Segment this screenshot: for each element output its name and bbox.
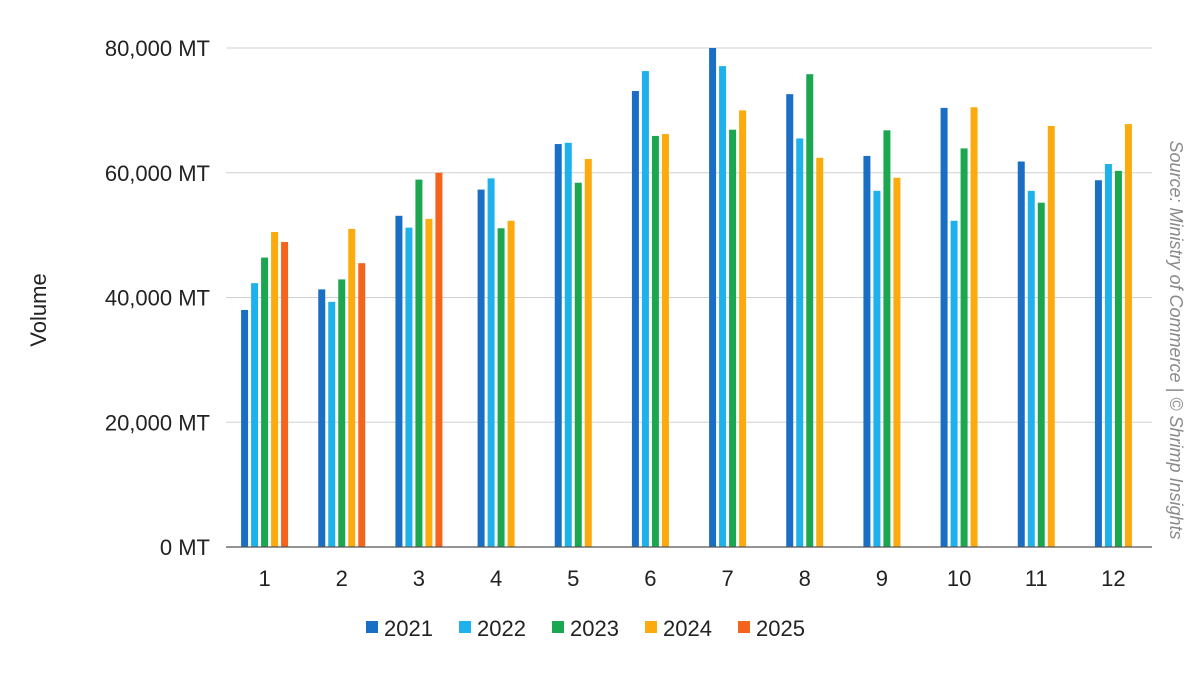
bar-2021-7 — [709, 48, 717, 547]
bar-2023-9 — [883, 130, 891, 547]
bar-2021-3 — [395, 215, 403, 547]
bar-2024-7 — [739, 110, 747, 547]
x-tick-label: 3 — [413, 566, 425, 591]
bar-2021-4 — [477, 189, 485, 547]
bar-2022-5 — [564, 142, 572, 547]
bar-2023-10 — [960, 148, 968, 547]
bar-2024-9 — [893, 177, 901, 548]
x-tick-label: 1 — [258, 566, 270, 591]
bar-2024-3 — [425, 218, 433, 547]
bar-2023-4 — [497, 228, 505, 548]
legend: 2021 2022 2023 2024 2025 — [366, 616, 805, 641]
legend-swatch-2023 — [552, 621, 564, 633]
legend-label-2021: 2021 — [384, 616, 433, 641]
x-tick-label: 6 — [644, 566, 656, 591]
source-note: Source: Ministry of Commerce | © Shrimp … — [1166, 140, 1186, 539]
bar-2021-9 — [863, 155, 871, 547]
bar-2024-4 — [507, 220, 515, 547]
bar-2025-3 — [435, 172, 443, 547]
bar-2022-7 — [719, 66, 727, 548]
x-tick-label: 8 — [799, 566, 811, 591]
legend-swatch-2021 — [366, 621, 378, 633]
legend-label-2022: 2022 — [477, 616, 526, 641]
bar-2023-2 — [338, 279, 346, 547]
y-axis-ticks: 0 MT 20,000 MT 40,000 MT 60,000 MT 80,000 MT — [105, 36, 210, 560]
bar-2023-6 — [651, 135, 659, 548]
bar-2022-8 — [796, 138, 804, 547]
bars — [241, 48, 1132, 548]
legend-label-2023: 2023 — [570, 616, 619, 641]
bar-2021-8 — [786, 94, 794, 547]
legend-swatch-2022 — [459, 621, 471, 633]
gridlines — [226, 47, 1152, 423]
x-tick-label: 2 — [336, 566, 348, 591]
y-tick-label: 80,000 MT — [105, 36, 210, 61]
bar-2022-1 — [251, 283, 259, 547]
bar-2021-6 — [631, 91, 639, 547]
bar-2022-11 — [1027, 190, 1035, 547]
bar-2024-11 — [1047, 125, 1055, 547]
bar-2025-2 — [358, 263, 366, 547]
x-tick-label: 9 — [876, 566, 888, 591]
bar-2022-4 — [487, 178, 495, 547]
bar-2024-10 — [970, 107, 978, 547]
bar-2021-5 — [554, 144, 562, 547]
bar-2021-10 — [940, 107, 948, 547]
bar-2024-6 — [661, 134, 669, 547]
bar-2023-1 — [261, 257, 269, 547]
bar-2022-2 — [328, 301, 336, 547]
bar-2024-8 — [816, 157, 824, 547]
x-tick-label: 4 — [490, 566, 502, 591]
bar-2024-12 — [1124, 124, 1132, 547]
x-tick-label: 7 — [721, 566, 733, 591]
bar-2022-12 — [1104, 164, 1112, 547]
bar-2023-5 — [574, 182, 582, 548]
bar-2021-12 — [1094, 180, 1102, 548]
x-tick-label: 11 — [1025, 566, 1048, 591]
bar-2022-9 — [873, 190, 881, 547]
bar-2024-5 — [584, 159, 592, 547]
bar-2023-12 — [1114, 170, 1122, 547]
bar-2023-8 — [806, 74, 814, 547]
bar-2022-3 — [405, 227, 413, 547]
y-tick-label: 20,000 MT — [105, 410, 210, 435]
bar-2022-10 — [950, 220, 958, 547]
bar-2021-2 — [318, 289, 326, 547]
bar-2022-6 — [641, 71, 649, 548]
bar-2024-2 — [348, 228, 356, 547]
legend-swatch-2025 — [738, 621, 750, 633]
y-tick-label: 0 MT — [160, 535, 210, 560]
legend-swatch-2024 — [645, 621, 657, 633]
x-tick-label: 10 — [947, 566, 971, 591]
y-tick-label: 60,000 MT — [105, 161, 210, 186]
x-tick-label: 12 — [1101, 566, 1125, 591]
bar-2023-3 — [415, 179, 423, 547]
x-tick-label: 5 — [567, 566, 579, 591]
x-axis-ticks: 1 2 3 4 5 6 7 8 9 10 11 12 — [258, 566, 1125, 591]
bar-2023-11 — [1037, 202, 1045, 547]
bar-2025-1 — [281, 241, 289, 547]
bar-2024-1 — [271, 232, 279, 547]
y-axis-title: Volume — [26, 273, 51, 346]
legend-label-2024: 2024 — [663, 616, 712, 641]
bar-2021-11 — [1017, 161, 1025, 547]
bar-2023-7 — [729, 129, 737, 547]
y-tick-label: 40,000 MT — [105, 286, 210, 311]
legend-label-2025: 2025 — [756, 616, 805, 641]
bar-2021-1 — [241, 309, 249, 547]
